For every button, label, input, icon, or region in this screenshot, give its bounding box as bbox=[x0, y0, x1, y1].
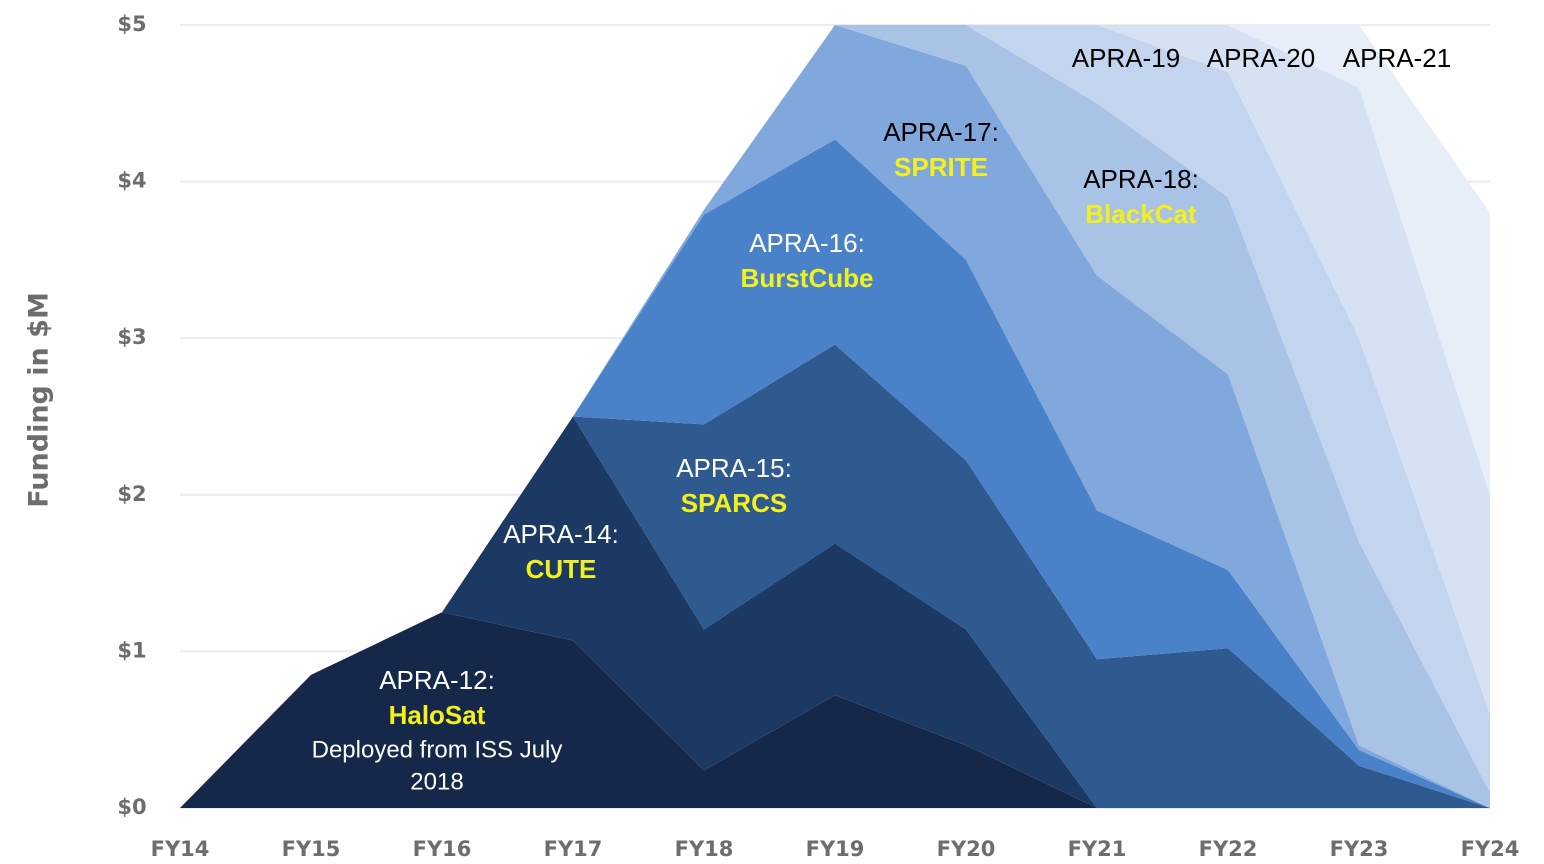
area bbox=[180, 139, 1490, 808]
area bbox=[180, 25, 1490, 808]
x-tick-label: FY19 bbox=[806, 837, 865, 861]
project-label: BurstCube bbox=[741, 263, 874, 293]
project-label: HaloSat bbox=[389, 700, 486, 730]
x-tick-label: FY22 bbox=[1199, 837, 1258, 861]
x-tick-label: FY24 bbox=[1461, 837, 1520, 861]
y-axis-label: Funding in $M bbox=[24, 292, 55, 508]
series-label: APRA-14: bbox=[503, 519, 619, 549]
area bbox=[180, 25, 1490, 808]
y-tick-label: $5 bbox=[117, 12, 146, 36]
series-label: APRA-20 bbox=[1207, 43, 1315, 73]
x-tick-label: FY16 bbox=[413, 837, 472, 861]
x-tick-label: FY18 bbox=[675, 837, 734, 861]
series-label: APRA-15: bbox=[676, 453, 792, 483]
area bbox=[180, 25, 1490, 808]
area bbox=[180, 344, 1490, 808]
x-tick-label: FY15 bbox=[282, 837, 341, 861]
y-tick-label: $0 bbox=[117, 795, 146, 819]
y-tick-label: $4 bbox=[117, 169, 146, 193]
x-tick-label: FY23 bbox=[1330, 837, 1389, 861]
series-label: APRA-18: bbox=[1083, 164, 1199, 194]
series-label: APRA-17: bbox=[883, 117, 999, 147]
x-tick-label: FY21 bbox=[1068, 837, 1127, 861]
series-label: APRA-12: bbox=[379, 665, 495, 695]
y-tick-label: $3 bbox=[117, 325, 146, 349]
x-tick-label: FY17 bbox=[544, 837, 603, 861]
note-label: 2018 bbox=[410, 768, 463, 795]
note-label: Deployed from ISS July bbox=[312, 736, 563, 763]
x-tick-label: FY20 bbox=[937, 837, 996, 861]
project-label: BlackCat bbox=[1085, 199, 1197, 229]
series-label: APRA-16: bbox=[749, 228, 865, 258]
area bbox=[180, 416, 1490, 808]
series-label: APRA-19 bbox=[1072, 43, 1180, 73]
series-label: APRA-21 bbox=[1343, 43, 1451, 73]
area bbox=[180, 612, 1490, 808]
y-tick-label: $2 bbox=[117, 482, 146, 506]
project-label: SPARCS bbox=[681, 488, 787, 518]
project-label: SPRITE bbox=[894, 152, 988, 182]
x-tick-label: FY14 bbox=[151, 837, 210, 861]
y-tick-label: $1 bbox=[117, 638, 146, 662]
project-label: CUTE bbox=[526, 554, 597, 584]
